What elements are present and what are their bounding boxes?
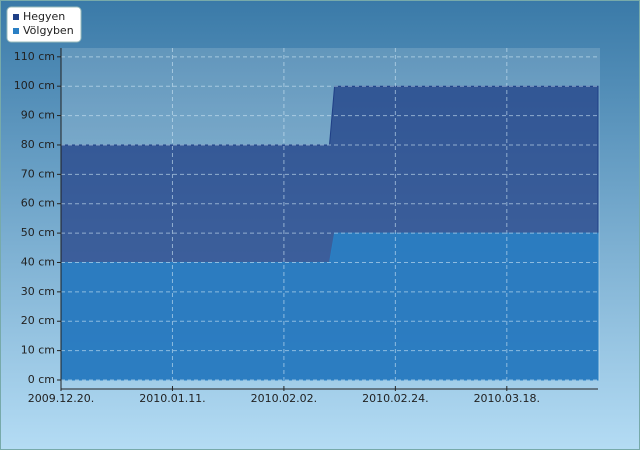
y-tick-label: 90 cm [21, 109, 55, 122]
y-tick-label: 50 cm [21, 226, 55, 239]
x-tick-label: 2009.12.20. [28, 392, 94, 405]
legend-box [6, 6, 82, 43]
y-tick-label: 60 cm [21, 197, 55, 210]
y-tick-label: 10 cm [21, 344, 55, 357]
y-tick-label: 20 cm [21, 314, 55, 327]
y-tick-label: 80 cm [21, 138, 55, 151]
x-tick-label: 2010.03.18. [474, 392, 540, 405]
legend-label: Völgyben [23, 24, 74, 37]
y-tick-label: 70 cm [21, 167, 55, 180]
x-tick-label: 2010.02.02. [251, 392, 317, 405]
y-tick-label: 0 cm [28, 373, 55, 386]
y-tick-label: 40 cm [21, 255, 55, 268]
x-tick-label: 2010.01.11. [139, 392, 205, 405]
y-tick-label: 30 cm [21, 285, 55, 298]
legend-label: Hegyen [23, 10, 65, 23]
legend-swatch [13, 28, 19, 34]
y-tick-label: 100 cm [14, 79, 55, 92]
x-tick-label: 2010.02.24. [362, 392, 428, 405]
y-tick-label: 110 cm [14, 50, 55, 63]
legend-swatch [13, 14, 19, 20]
